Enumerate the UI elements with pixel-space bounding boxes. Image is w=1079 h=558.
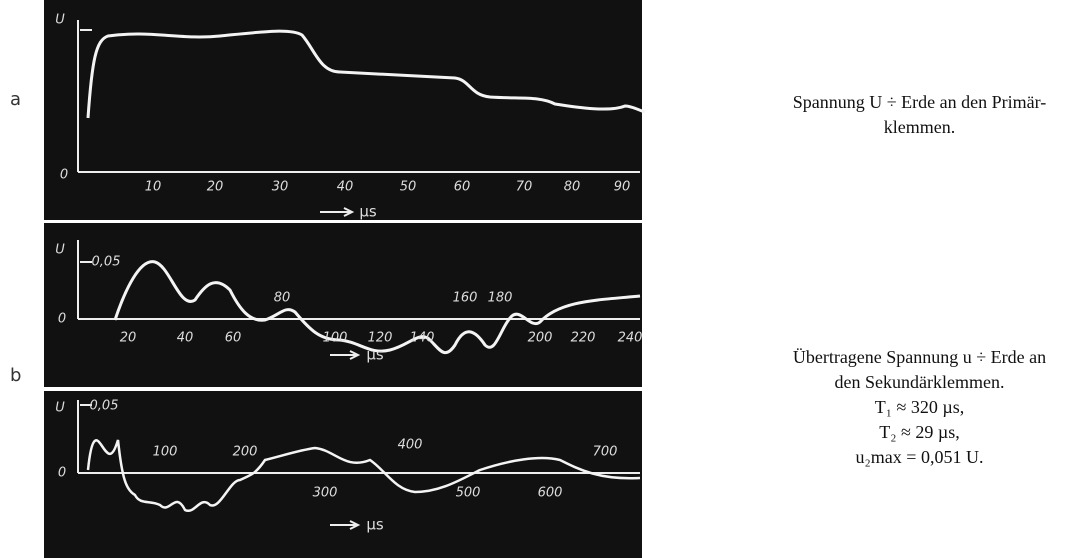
tick-label: 160	[453, 291, 478, 306]
tick-label: 200	[233, 445, 258, 460]
caption-a: Spannung U ÷ Erde an den Primär-klemmen.	[760, 90, 1079, 140]
tick-label: 60	[454, 180, 471, 195]
panel-b1	[44, 223, 642, 387]
zero-label: 0	[60, 168, 68, 183]
y-label: U	[55, 13, 65, 28]
caption-line: Übertragene Spannung u ÷ Erde an	[760, 345, 1079, 370]
zero-label: 0	[58, 312, 66, 327]
unit-label: µs	[366, 516, 384, 534]
caption-line: u₂max = 0,051 U.	[760, 445, 1079, 470]
tick-label: 30	[272, 180, 289, 195]
tick-label: 60	[225, 331, 242, 346]
zero-label: 0	[58, 466, 66, 481]
tick-label: 180	[488, 291, 513, 306]
panel-b2	[44, 391, 642, 558]
tick-label: 70	[516, 180, 533, 195]
tick-label: 100	[323, 331, 348, 346]
tick-label: 50	[400, 180, 417, 195]
tick-label: 20	[207, 180, 224, 195]
tick-label: 220	[571, 331, 596, 346]
tick-label: 90	[614, 180, 631, 195]
figure-label: a	[10, 89, 21, 110]
tick-label: 140	[410, 331, 435, 346]
tick-label: 120	[368, 331, 393, 346]
caption-line: Spannung U ÷ Erde an den Primär-	[760, 90, 1079, 115]
tick-label: 80	[564, 180, 581, 195]
y-label: U	[55, 401, 65, 416]
caption-line: den Sekundärklemmen.	[760, 370, 1079, 395]
caption-line: T₂ ≈ 29 µs,	[760, 420, 1079, 445]
unit-label: µs	[366, 346, 384, 364]
y-label: U	[55, 243, 65, 258]
tick-label: 500	[456, 486, 481, 501]
tick-label: 200	[528, 331, 553, 346]
tick-label: 40	[337, 180, 354, 195]
caption-line: T₁ ≈ 320 µs,	[760, 395, 1079, 420]
page: {"figure_labels": {"a": "a", "b": "b"}, …	[0, 0, 1079, 558]
tick-label: 40	[177, 331, 194, 346]
amplitude-label: 0,05	[90, 399, 119, 414]
tick-label: 600	[538, 486, 563, 501]
unit-label: µs	[359, 203, 377, 221]
tick-label: 10	[145, 180, 162, 195]
tick-label: 100	[153, 445, 178, 460]
amplitude-label: 0,05	[92, 255, 121, 270]
tick-label: 400	[398, 438, 423, 453]
figure: a b U 0 µs 10 20 30 40 50 60 70 80 90 U 0 0,05 µs 20 40 60 80…	[0, 0, 760, 558]
caption-line: klemmen.	[760, 115, 1079, 140]
tick-label: 700	[593, 445, 618, 460]
figure-label: b	[10, 365, 21, 386]
tick-label: 240	[618, 331, 643, 346]
tick-label: 300	[313, 486, 338, 501]
tick-label: 20	[120, 331, 137, 346]
tick-label: 80	[274, 291, 291, 306]
